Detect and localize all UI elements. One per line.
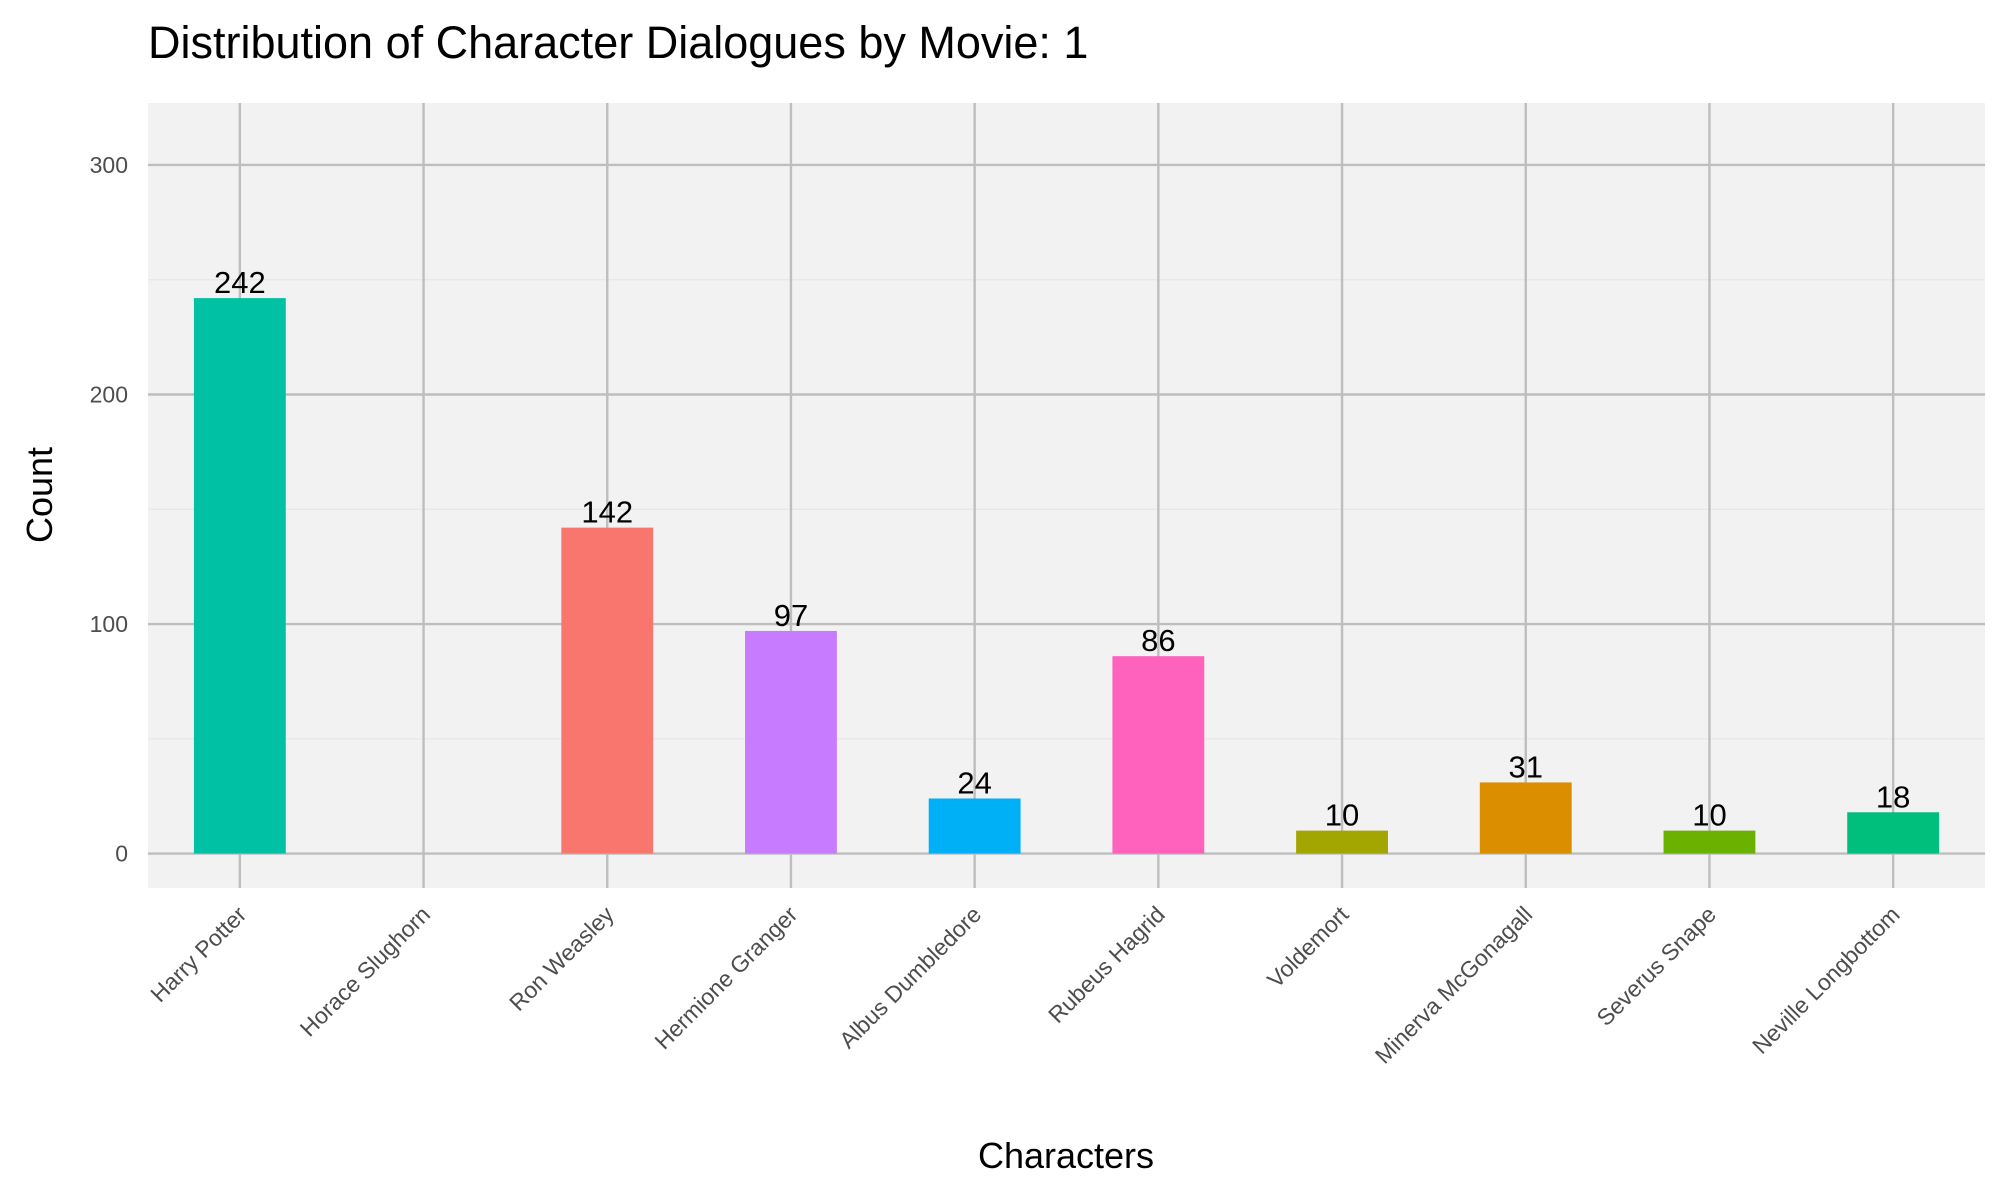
bar-value-label: 10 [1692, 798, 1726, 833]
bar [193, 298, 286, 854]
bar-value-label: 18 [1876, 779, 1910, 814]
x-tick-label: Rubeus Hagrid [1043, 901, 1170, 1028]
bar [1663, 830, 1756, 854]
bars-group [193, 298, 1940, 854]
x-tick-label: Minerva McGonagall [1370, 901, 1538, 1069]
bar [1479, 782, 1572, 854]
bar-value-label: 242 [214, 265, 266, 300]
x-tick-label: Voldemort [1262, 901, 1354, 993]
x-axis-title: Characters [978, 1135, 1154, 1176]
plot-panel [148, 103, 1985, 888]
x-tick-label: Neville Longbottom [1747, 901, 1905, 1059]
bar-value-label: 31 [1509, 749, 1543, 784]
bar-value-label: 142 [581, 495, 633, 530]
bar-value-label: 24 [957, 765, 991, 800]
x-tick-label: Albus Dumbledore [834, 901, 986, 1053]
bar-value-label: 10 [1325, 798, 1359, 833]
x-tick-label: Horace Slughorn [295, 901, 435, 1041]
y-axis-ticks: 0 100 200 300 [90, 152, 128, 867]
x-tick-label: Ron Weasley [504, 901, 619, 1016]
y-tick-label: 0 [115, 841, 128, 867]
y-tick-label: 300 [90, 152, 128, 178]
x-tick-label: Harry Potter [145, 901, 251, 1007]
chart-title: Distribution of Character Dialogues by M… [148, 17, 1088, 68]
bar [561, 527, 654, 854]
x-tick-label: Hermione Granger [649, 901, 802, 1054]
bar-labels-group: 242 142 97 24 86 10 31 10 18 [214, 265, 1910, 833]
bar-value-label: 86 [1141, 623, 1175, 658]
minor-gridlines [148, 279, 1985, 740]
bar [1296, 830, 1388, 854]
y-axis-title: Count [19, 447, 60, 543]
x-tick-label: Severus Snape [1591, 901, 1721, 1031]
y-tick-label: 200 [90, 382, 128, 408]
x-axis-ticks: Harry Potter Horace Slughorn Ron Weasley He… [145, 901, 1904, 1069]
y-tick-label: 100 [90, 611, 128, 637]
bar [1847, 812, 1940, 854]
bar-value-label: 97 [774, 598, 808, 633]
bar [745, 630, 837, 854]
bar [928, 798, 1021, 854]
bar [1112, 656, 1205, 854]
